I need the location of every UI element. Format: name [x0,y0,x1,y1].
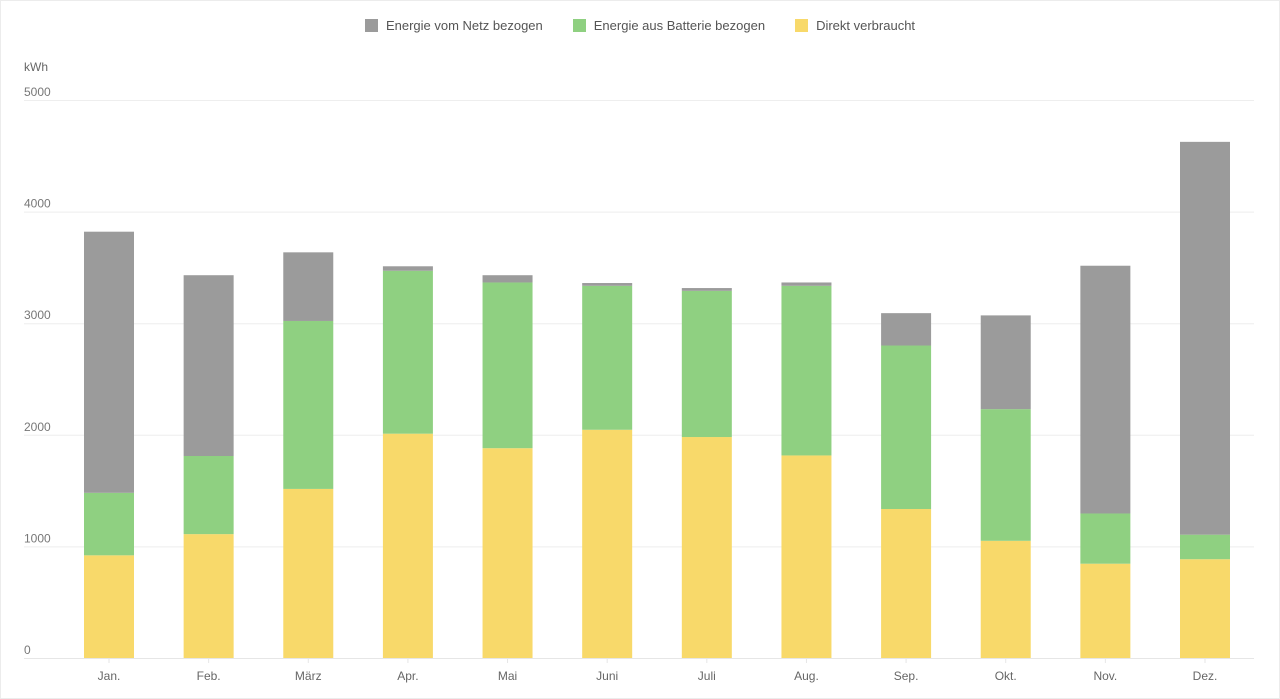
bar-group-2[interactable] [283,252,334,658]
bar-group-7[interactable] [781,282,832,658]
bar-segment-batterie[interactable] [482,282,533,449]
bar-group-3[interactable] [382,266,433,658]
y-tick-label: 4000 [24,197,51,211]
x-tick-label: Nov. [1093,669,1117,683]
bar-segment-direkt[interactable] [681,437,732,658]
x-tick-label: März [295,669,322,683]
bar-segment-netz[interactable] [582,283,633,286]
bar-segment-direkt[interactable] [183,534,234,658]
bar-segment-netz[interactable] [183,275,234,457]
bar-group-8[interactable] [881,313,932,658]
x-axis-labels: Jan. Feb. März Apr. Mai Juni Juli Aug. Sep. Okt. N… [98,658,1218,683]
bar-segment-batterie[interactable] [1080,513,1131,564]
bar-segment-netz[interactable] [283,252,334,321]
legend-label-batterie: Energie aus Batterie bezogen [593,18,766,33]
y-axis-unit: kWh [24,60,48,74]
x-tick-label: Feb. [197,669,221,683]
bar-group-9[interactable] [980,315,1031,658]
y-tick-label: 0 [24,643,31,657]
bar-segment-netz[interactable] [681,288,732,291]
bar-segment-netz[interactable] [482,275,533,283]
bar-segment-batterie[interactable] [183,456,234,535]
legend-item-netz[interactable]: Energie vom Netz bezogen [364,18,543,33]
bar-segment-netz[interactable] [1080,265,1131,514]
bar-segment-batterie[interactable] [881,345,932,510]
bar-group-5[interactable] [582,283,633,658]
bar-segment-direkt[interactable] [582,429,633,658]
x-tick-label: Apr. [397,669,418,683]
y-tick-label: 2000 [24,420,51,434]
bar-segment-batterie[interactable] [781,285,832,456]
bar-group-0[interactable] [84,231,134,658]
bar-segment-batterie[interactable] [382,270,433,434]
x-tick-label: Jan. [98,669,121,683]
legend-item-direkt[interactable]: Direkt verbraucht [795,18,915,33]
legend-label-netz: Energie vom Netz bezogen [385,18,543,33]
bar-segment-direkt[interactable] [980,540,1031,658]
bar-segment-direkt[interactable] [1180,559,1230,658]
legend-item-batterie[interactable]: Energie aus Batterie bezogen [572,18,766,33]
bar-group-6[interactable] [681,288,732,658]
bar-group-1[interactable] [183,275,234,658]
bar-group-4[interactable] [482,275,533,658]
legend: Energie vom Netz bezogen Energie aus Bat… [0,18,1280,33]
bar-segment-netz[interactable] [84,231,134,493]
bar-segment-batterie[interactable] [1180,534,1230,560]
bar-segment-batterie[interactable] [84,492,134,556]
bar-segment-direkt[interactable] [482,448,533,658]
legend-swatch-batterie [572,19,586,32]
legend-swatch-netz [364,19,378,32]
bar-group-10[interactable] [1080,265,1131,658]
bar-segment-netz[interactable] [980,315,1031,410]
bar-segment-direkt[interactable] [84,555,134,658]
bar-segment-batterie[interactable] [582,285,633,430]
bar-group-11[interactable] [1180,141,1230,658]
bar-segment-direkt[interactable] [781,455,832,658]
legend-label-direkt: Direkt verbraucht [816,18,916,33]
bar-segment-netz[interactable] [1180,141,1230,535]
bar-segment-direkt[interactable] [881,509,932,658]
bar-segment-batterie[interactable] [980,409,1031,541]
bars [84,141,1230,658]
bar-segment-direkt[interactable] [382,433,433,658]
legend-swatch-direkt [795,19,809,32]
bar-segment-netz[interactable] [881,313,932,346]
x-tick-label: Sep. [894,669,919,683]
bar-segment-batterie[interactable] [283,320,334,489]
x-tick-label: Mai [498,669,517,683]
y-tick-label: 1000 [24,531,51,545]
bar-segment-direkt[interactable] [1080,563,1131,658]
x-tick-label: Dez. [1193,669,1218,683]
y-tick-label: 5000 [24,85,51,99]
bar-segment-netz[interactable] [781,282,832,286]
grid-lines: 0 1000 2000 3000 4000 5000 [24,85,1254,659]
x-tick-label: Juni [596,669,618,683]
bar-segment-netz[interactable] [382,266,433,271]
y-tick-label: 3000 [24,308,51,322]
x-tick-label: Okt. [995,669,1017,683]
x-tick-label: Juli [698,669,716,683]
bar-segment-batterie[interactable] [681,290,732,438]
bar-segment-direkt[interactable] [283,488,334,658]
x-tick-label: Aug. [794,669,819,683]
